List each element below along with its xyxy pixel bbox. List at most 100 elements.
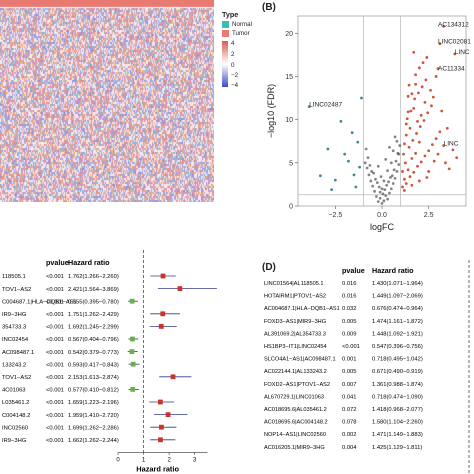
x-tick-label: 2 bbox=[167, 457, 171, 463]
col-header-pvalue: pvalue bbox=[46, 258, 69, 267]
row-pvalue: <0.001 bbox=[46, 425, 64, 431]
row-pvalue: <0.001 bbox=[46, 400, 64, 406]
point-up bbox=[403, 142, 406, 146]
point-ns bbox=[364, 147, 368, 151]
point-ns bbox=[388, 145, 391, 149]
row-gene: IR9−3HG bbox=[2, 312, 27, 318]
row-pvalue: 0.016 bbox=[342, 281, 357, 287]
hr-marker bbox=[159, 424, 164, 430]
point-ns bbox=[393, 176, 397, 180]
row-gene: 354733.3 bbox=[2, 325, 26, 331]
point-up bbox=[421, 61, 425, 65]
row-pvalue: <0.001 bbox=[46, 312, 64, 318]
row-gene: LINC01564|AL118505.1 bbox=[264, 281, 324, 287]
row-hr: 1.580(1.104−2.260) bbox=[372, 420, 423, 426]
point-up bbox=[434, 75, 438, 78]
point-ns bbox=[391, 149, 395, 153]
point-up bbox=[404, 133, 408, 137]
point-up bbox=[410, 183, 414, 187]
row-pvalue: 0.072 bbox=[342, 407, 357, 413]
x-tick-label: 1 bbox=[142, 457, 146, 463]
hr-marker bbox=[165, 412, 171, 417]
row-pvalue: <0.001 bbox=[342, 344, 360, 350]
panel-label-b: (B) bbox=[262, 2, 276, 13]
point-up bbox=[403, 177, 406, 181]
point-ns bbox=[398, 144, 402, 147]
forest-plot-d: pvalue Hazard ratio LINC01564|AL118505.1 0.… bbox=[264, 260, 470, 474]
row-gene: AC016205.1|MIR9−3HG bbox=[264, 445, 325, 451]
point-ns bbox=[382, 199, 386, 203]
point-up bbox=[404, 122, 408, 126]
point-ns bbox=[382, 179, 386, 183]
row-hr: 2.153(1.613−2.874) bbox=[68, 375, 119, 381]
point-annotation: LINC02081 bbox=[438, 39, 471, 46]
point-up bbox=[434, 137, 438, 141]
row-pvalue: <0.001 bbox=[46, 325, 64, 331]
row-pvalue: <0.001 bbox=[46, 287, 64, 293]
point-up bbox=[442, 24, 445, 28]
point-up bbox=[404, 182, 408, 185]
point-up bbox=[415, 132, 418, 135]
point-ns bbox=[394, 159, 398, 163]
row-gene: INC02560 bbox=[2, 425, 28, 431]
row-hr: 1.425(1.129−1.811) bbox=[372, 445, 422, 451]
row-gene: HS1BP3−IT1|LINC02454 bbox=[264, 344, 327, 350]
x-tick-label: 0 bbox=[116, 457, 120, 463]
point-down bbox=[339, 119, 343, 123]
point-up bbox=[420, 85, 424, 89]
point-down bbox=[326, 147, 330, 151]
point-down bbox=[347, 159, 350, 163]
point-up bbox=[453, 52, 457, 56]
point-up bbox=[423, 100, 427, 104]
row-pvalue: 0.032 bbox=[342, 306, 357, 312]
row-pvalue: 0.001 bbox=[342, 357, 357, 363]
row-gene: 4C01063 bbox=[2, 388, 26, 394]
point-up bbox=[411, 138, 415, 142]
row-pvalue: <0.001 bbox=[46, 350, 64, 356]
point-up bbox=[447, 167, 451, 171]
x-tick-label: 2.5 bbox=[424, 212, 434, 219]
row-hr: 1.662(1.262−2.244) bbox=[68, 438, 119, 444]
hr-marker bbox=[130, 336, 135, 342]
row-gene: L035461.2 bbox=[2, 400, 29, 406]
point-up bbox=[425, 56, 429, 59]
hr-marker bbox=[170, 374, 176, 380]
point-up bbox=[451, 148, 455, 152]
point-ns bbox=[389, 187, 393, 191]
hr-marker bbox=[130, 387, 136, 392]
point-up bbox=[416, 119, 419, 123]
row-pvalue: <0.001 bbox=[46, 413, 64, 419]
x-axis-label: Hazard ratio bbox=[136, 464, 179, 473]
point-annotation: LINC02487 bbox=[309, 102, 342, 109]
row-pvalue: <0.001 bbox=[46, 274, 64, 280]
point-ns bbox=[389, 176, 392, 179]
scale-tick-0: 0 bbox=[231, 62, 235, 69]
row-hr: 1.762(1.266−2.260) bbox=[68, 274, 119, 280]
hr-marker bbox=[157, 399, 163, 405]
row-gene: SLCO4A1−AS1|AC098487.1 bbox=[264, 357, 336, 363]
y-axis-label: −log10 (FDR) bbox=[266, 84, 276, 138]
point-up bbox=[429, 88, 432, 92]
point-ns bbox=[383, 188, 387, 191]
point-ns bbox=[375, 181, 379, 185]
point-up bbox=[425, 176, 429, 179]
point-up bbox=[407, 145, 411, 149]
legend-swatch-normal bbox=[222, 21, 229, 28]
point-up bbox=[407, 83, 411, 87]
legend-label-tumor: Tumor bbox=[232, 30, 250, 37]
hr-marker bbox=[160, 273, 166, 279]
point-ns bbox=[377, 185, 381, 189]
point-ns bbox=[366, 156, 370, 160]
row-gene: AC018695.6|AL035461.2 bbox=[264, 407, 327, 413]
point-up bbox=[416, 164, 419, 168]
row-hr: 1.361(0.988−1.874) bbox=[372, 382, 423, 388]
point-annotation: AC134312 bbox=[438, 21, 469, 28]
row-pvalue: 0.007 bbox=[342, 382, 357, 388]
row-gene: FOXD3−AS1|MIR9−3HG bbox=[264, 319, 326, 325]
point-up bbox=[408, 126, 412, 130]
x-tick-label: 3 bbox=[193, 457, 197, 463]
point-ns bbox=[381, 192, 385, 196]
point-up bbox=[430, 104, 433, 108]
point-ns bbox=[397, 152, 401, 156]
